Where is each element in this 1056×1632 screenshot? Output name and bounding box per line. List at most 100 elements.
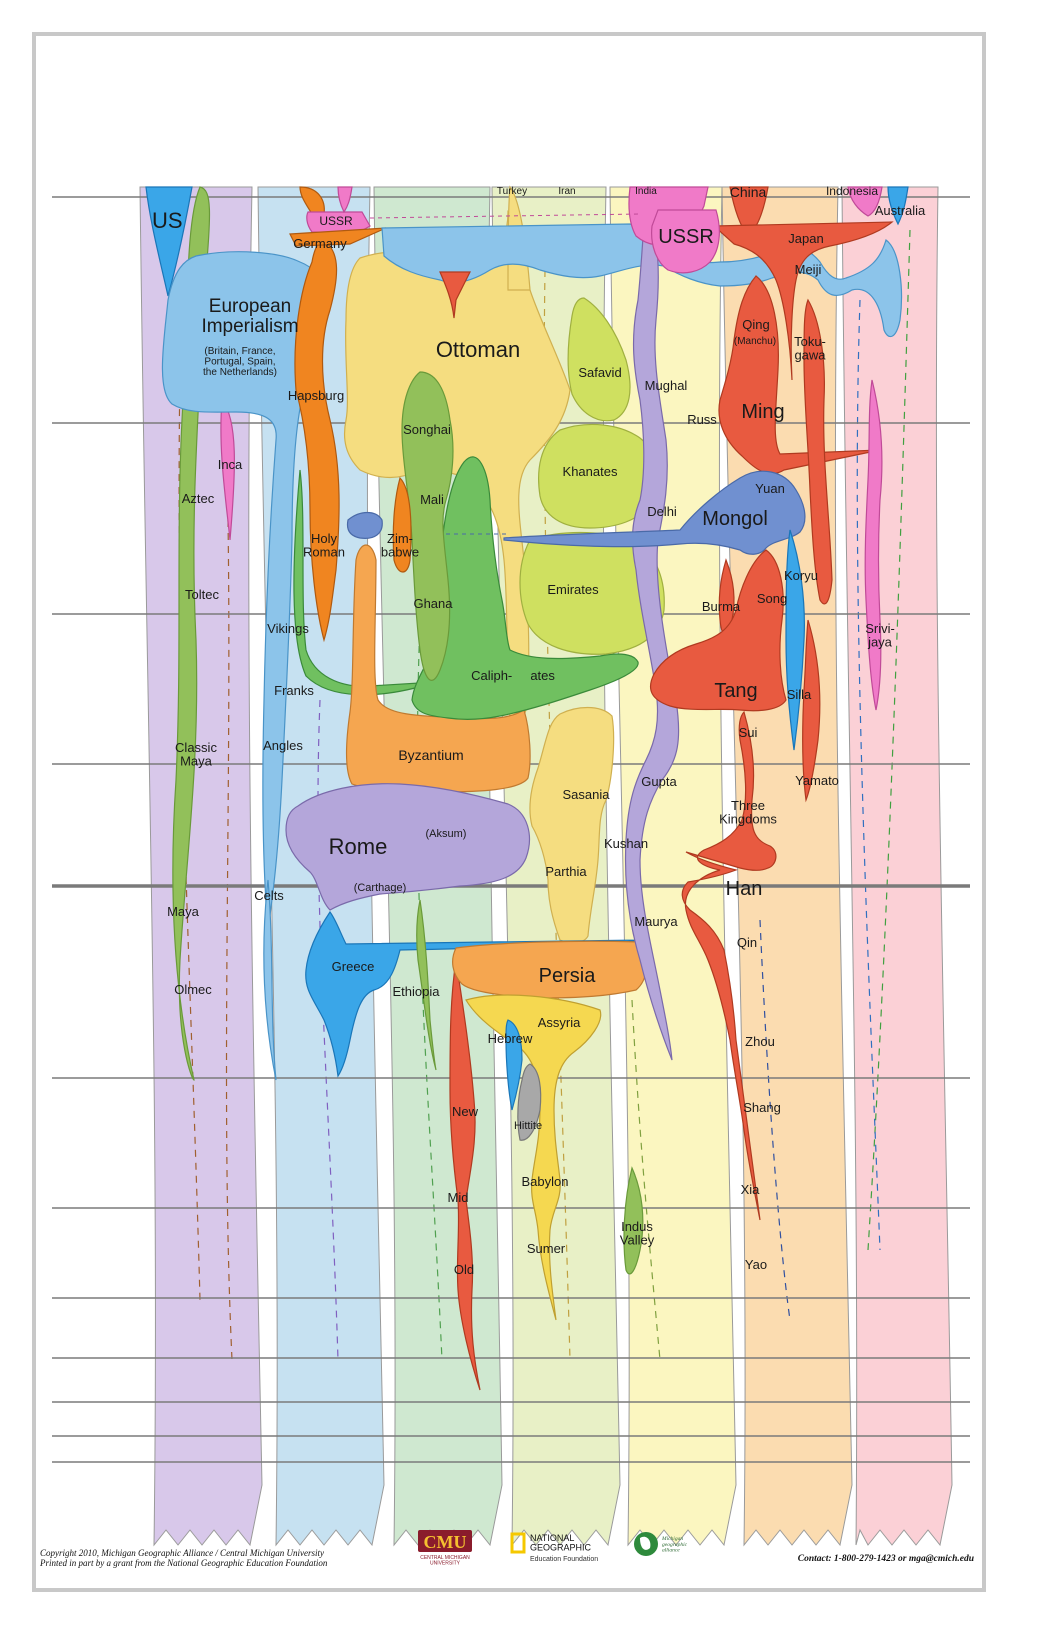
shape-ussr-pink-top xyxy=(337,186,353,214)
label-manchu: (Manchu) xyxy=(734,336,776,347)
mga-logo: Michigan geographic alliance xyxy=(634,1532,688,1556)
label-tang: Tang xyxy=(714,680,757,702)
shape-yamato xyxy=(802,619,821,803)
label-japan: Japan xyxy=(788,231,823,246)
shape-china-stem xyxy=(681,710,777,1221)
label-hittite: Hittite xyxy=(514,1120,542,1132)
label-ming: Ming xyxy=(741,401,784,423)
label-yamato: Yamato xyxy=(795,773,839,788)
natgeo-logo-text: NATIONAL GEOGRAPHIC xyxy=(530,1533,592,1552)
shape-south-asia-stem xyxy=(624,189,680,1061)
shape-ethiopia xyxy=(416,899,437,1071)
footer: Copyright 2010, Michigan Geographic Alli… xyxy=(39,1530,974,1568)
label-delhi: Delhi xyxy=(647,504,677,519)
shape-ussr-east xyxy=(651,209,720,274)
label-yao: Yao xyxy=(745,1257,767,1272)
label-inca: Inca xyxy=(218,457,243,472)
shape-hittite xyxy=(517,1063,542,1141)
shape-hebrew xyxy=(505,1019,523,1111)
shape-persia xyxy=(452,940,647,999)
label-aksum: (Aksum) xyxy=(426,828,467,840)
shape-byzantium xyxy=(345,544,531,793)
label-us: US xyxy=(152,208,183,233)
cmu-logo: CMU CENTRAL MICHIGAN UNIVERSITY xyxy=(418,1530,472,1566)
label-zhou: Zhou xyxy=(745,1034,775,1049)
label-parthia: Parthia xyxy=(545,864,587,879)
label-khanates: Khanates xyxy=(563,464,618,479)
band-oceania xyxy=(841,186,953,1547)
shape-songhai-mali-ghana xyxy=(401,371,454,681)
label-celts: Celts xyxy=(254,888,284,903)
label-olmec: Olmec xyxy=(174,982,212,997)
shape-germany-bar xyxy=(289,227,387,247)
shape-aztec-maya xyxy=(172,186,211,1081)
shape-ussr-small xyxy=(306,211,371,235)
label-hapsburg: Hapsburg xyxy=(288,388,344,403)
label-sui: Sui xyxy=(739,725,758,740)
label-xia: Xia xyxy=(741,1182,761,1197)
label-toltec: Toltec xyxy=(185,587,219,602)
label-emirates: Emirates xyxy=(547,582,599,597)
label-qing: Qing xyxy=(742,317,769,332)
label-maya: Maya xyxy=(167,904,200,919)
label-zimbabwe: Zim-babwe xyxy=(381,531,419,560)
shape-koryu-tokugawa xyxy=(803,298,833,605)
shape-hapsburg-holy-roman xyxy=(294,239,340,643)
empire-shapes xyxy=(145,185,909,1391)
mga-logo-text: Michigan geographic alliance xyxy=(661,1536,688,1554)
label-shang: Shang xyxy=(743,1100,781,1115)
label-european-note: (Britain, France, Portugal, Spain, the Net… xyxy=(203,346,277,378)
label-hebrew: Hebrew xyxy=(488,1031,533,1046)
label-meiji: Meiji xyxy=(795,262,822,277)
label-indus-valley: Indus Valley xyxy=(620,1219,655,1248)
label-australia: Australia xyxy=(875,203,926,218)
label-gupta: Gupta xyxy=(641,774,677,789)
label-sumer: Sumer xyxy=(527,1241,566,1256)
shape-srivijaya xyxy=(864,379,883,711)
label-song: Song xyxy=(757,591,787,606)
label-new: New xyxy=(452,1104,479,1119)
label-three-kingdoms: Three Kingdoms xyxy=(719,798,777,827)
shape-rome xyxy=(285,783,530,911)
empire-labels: US European Imperialism (Britain, France,… xyxy=(152,184,926,1277)
label-qin: Qin xyxy=(737,935,757,950)
label-carthage: (Carthage) xyxy=(354,882,407,894)
label-india: India xyxy=(635,186,657,197)
footer-copyright: Copyright 2010, Michigan Geographic Alli… xyxy=(40,1548,324,1558)
shape-zimbabwe xyxy=(392,476,412,573)
label-vikings: Vikings xyxy=(267,621,309,636)
shape-indus-valley xyxy=(623,1166,644,1275)
label-srivijaya: Srivi-jaya xyxy=(865,621,895,650)
shape-celts xyxy=(263,879,277,1081)
label-germany: Germany xyxy=(293,236,347,251)
shape-mongol-west xyxy=(346,511,383,539)
label-babylon: Babylon xyxy=(522,1174,569,1189)
label-tokugawa: Toku-gawa xyxy=(794,334,826,363)
label-rome: Rome xyxy=(329,834,388,859)
label-songhai: Songhai xyxy=(403,422,451,437)
shape-mongol xyxy=(503,470,806,555)
label-safavid: Safavid xyxy=(578,365,621,380)
shape-caliphates xyxy=(411,456,639,720)
cmu-logo-text: CMU xyxy=(424,1532,467,1552)
label-indonesia: Indonesia xyxy=(826,184,878,198)
natgeo-logo: NATIONAL GEOGRAPHIC Education Foundation xyxy=(510,1532,598,1563)
label-ussr-small: USSR xyxy=(319,214,353,228)
label-byzantium: Byzantium xyxy=(398,747,463,763)
label-mongol: Mongol xyxy=(702,508,768,530)
shape-ming-qing xyxy=(718,275,881,475)
label-yuan: Yuan xyxy=(755,481,785,496)
footer-contact: Contact: 1-800-279-1423 or mga@cmich.edu xyxy=(798,1554,974,1564)
label-franks: Franks xyxy=(274,683,314,698)
label-iran: Iran xyxy=(558,186,575,197)
shape-us xyxy=(145,186,193,297)
shape-khanates xyxy=(538,423,657,529)
label-persia: Persia xyxy=(539,965,597,987)
label-greece: Greece xyxy=(332,959,375,974)
label-mid: Mid xyxy=(448,1190,469,1205)
label-old: Old xyxy=(454,1262,474,1277)
label-han: Han xyxy=(726,878,763,900)
label-angles: Angles xyxy=(263,738,303,753)
label-burma: Burma xyxy=(702,599,741,614)
